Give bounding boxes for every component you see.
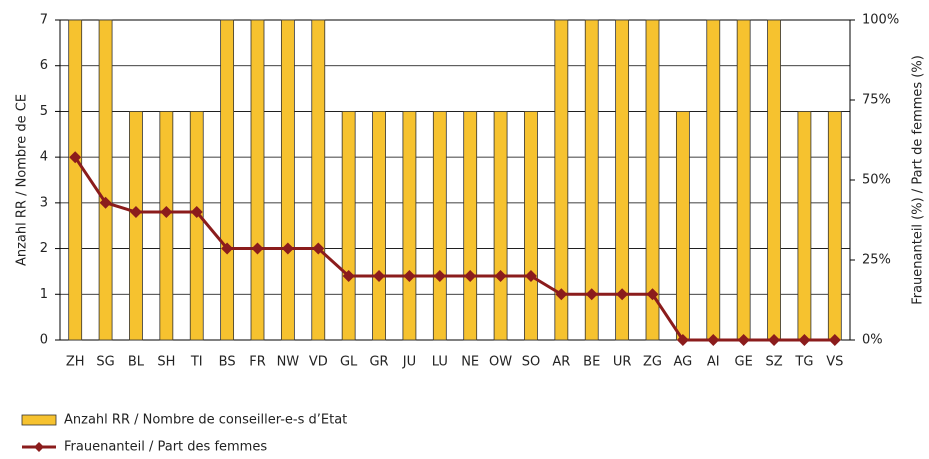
bar (554, 19, 569, 341)
bar (402, 111, 417, 341)
y-tick-label: 3 (40, 195, 48, 210)
bar (827, 111, 842, 341)
legend-swatch (34, 442, 44, 452)
bar (372, 111, 386, 341)
line-marker (221, 242, 234, 255)
x-tick-label: LU (432, 355, 448, 370)
line-marker (251, 242, 264, 255)
bar (767, 19, 781, 341)
x-tick-label: VS (826, 355, 843, 370)
bar (524, 111, 538, 341)
x-tick-label: FR (249, 355, 266, 370)
bar (220, 19, 235, 341)
line-marker (555, 288, 568, 301)
line-marker (798, 334, 811, 346)
bar (280, 19, 295, 341)
line-marker (190, 206, 203, 218)
y-tick-label: 4 (40, 150, 48, 165)
legend-label: Frauenanteil / Part des femmes (64, 440, 267, 455)
y2-tick-label: 50% (862, 173, 891, 188)
x-tick-label: ZG (643, 355, 662, 370)
plot-frame (59, 19, 851, 341)
x-tick-label: AI (707, 355, 720, 370)
x-tick-label: GE (735, 355, 753, 370)
bar (341, 111, 356, 341)
line-marker (524, 270, 537, 282)
y-tick-label: 1 (40, 287, 48, 302)
line-marker (828, 334, 841, 346)
line-marker (342, 270, 355, 282)
line-marker (129, 206, 142, 218)
x-tick-label: BL (128, 355, 145, 370)
x-tick-label: BE (583, 355, 600, 370)
y2-tick-label: 0% (862, 333, 883, 348)
x-tick-label: JU (402, 355, 416, 370)
line-marker (676, 334, 689, 346)
line-marker (69, 151, 82, 164)
x-tick-label: NE (461, 355, 479, 370)
bar (645, 19, 660, 341)
line-marker (585, 288, 598, 301)
x-tick-label: BS (219, 355, 236, 370)
line-marker (646, 288, 659, 301)
legend-label: Anzahl RR / Nombre de conseiller-e-s d’E… (64, 413, 347, 428)
line-marker (312, 242, 325, 255)
x-tick-label: ZH (66, 355, 85, 370)
line-marker (99, 196, 112, 209)
line-marker (281, 242, 294, 255)
bar (675, 111, 690, 341)
bar (129, 111, 143, 341)
bar (68, 19, 83, 341)
x-tick-label: SH (157, 355, 175, 370)
line-marker (464, 270, 477, 282)
x-tick-label: OW (489, 355, 512, 370)
bar (250, 19, 265, 341)
x-tick-label: SG (96, 355, 114, 370)
bar (797, 111, 812, 341)
bar (706, 19, 721, 341)
bar (159, 111, 174, 341)
line-marker (707, 334, 720, 346)
x-tick-label: GR (369, 355, 388, 370)
x-tick-label: SZ (765, 355, 782, 370)
x-tick-label: VD (309, 355, 328, 370)
line-marker (768, 334, 781, 346)
line-marker (737, 334, 750, 346)
bar (432, 111, 447, 341)
bar (584, 19, 599, 341)
y-tick-label: 7 (40, 13, 48, 28)
bar (493, 111, 508, 341)
line-marker (433, 270, 446, 282)
bar (615, 19, 630, 341)
x-tick-label: GL (340, 355, 358, 370)
y2-axis-label: Frauenanteil (%) / Part de femmes (%) (911, 55, 926, 305)
bar (463, 111, 478, 341)
x-tick-label: TG (794, 355, 813, 370)
y2-tick-label: 75% (862, 93, 891, 108)
y2-tick-label: 100% (862, 13, 899, 28)
line-marker (494, 270, 507, 282)
line-marker (373, 270, 386, 282)
x-tick-label: AG (674, 355, 693, 370)
bar (311, 19, 326, 341)
bar (189, 111, 204, 341)
x-tick-label: AR (552, 355, 570, 370)
x-tick-label: SO (522, 355, 540, 370)
y-tick-label: 6 (40, 58, 48, 73)
x-tick-label: UR (613, 355, 632, 370)
bar (736, 19, 751, 341)
line-marker (616, 288, 629, 301)
y2-tick-label: 25% (862, 253, 891, 268)
bar (98, 19, 113, 341)
y-tick-label: 0 (40, 333, 48, 348)
y-tick-label: 2 (40, 241, 48, 256)
y-tick-label: 5 (40, 104, 48, 119)
x-tick-label: NW (277, 355, 300, 370)
y-axis-label: Anzahl RR / Nombre de CE (15, 94, 30, 266)
line-marker (403, 270, 416, 282)
line-marker (160, 206, 173, 218)
x-tick-label: TI (190, 355, 203, 370)
legend-swatch (21, 414, 57, 426)
